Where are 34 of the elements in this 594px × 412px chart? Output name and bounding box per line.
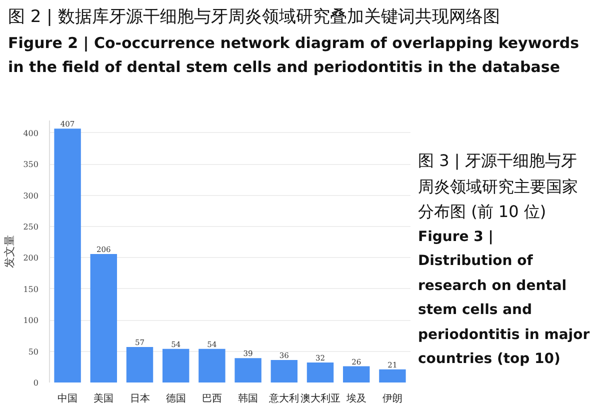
caption: Figure 2 | Co-occurrence network diagram of overlapping keywords in the field of dental stem cells and periodontitis in the database xyxy=(8,33,580,78)
y-tick-label: 400 xyxy=(23,128,39,138)
y-tick-label: 350 xyxy=(23,160,39,170)
x-tick-label: 韩国 xyxy=(238,392,258,404)
x-tick-label: 澳大利亚 xyxy=(300,392,340,404)
x-tick-label: 美国 xyxy=(94,392,114,404)
y-tick-label: 300 xyxy=(23,191,39,200)
y-axis-title: 发文量 xyxy=(3,235,16,268)
bar xyxy=(270,360,298,382)
x-tick-label: 巴西 xyxy=(202,394,222,404)
bar xyxy=(54,128,81,382)
y-tick-label: 250 xyxy=(23,222,39,232)
bar xyxy=(198,348,226,382)
x-tick-label: 德国 xyxy=(166,394,186,404)
bar xyxy=(126,346,154,382)
x-tick-label: 意大利 xyxy=(268,392,300,404)
x-tick-label: 埃及 xyxy=(345,392,366,404)
y-tick-label: 100 xyxy=(23,316,39,326)
y-tick-label: 150 xyxy=(23,284,39,294)
x-tick-label: 伊朗 xyxy=(382,392,402,404)
x-tick-label: 中国 xyxy=(58,392,78,404)
y-tick-label: 200 xyxy=(23,254,39,263)
y-tick-label: 50 xyxy=(28,347,39,356)
text: 图 3 | 牙源干细胞与牙周炎领域研究主要国家分布图 (前 10 位) xyxy=(418,150,579,224)
caption: 图 2 | 数据库牙源干细胞与牙周炎领域研究叠加关键词共现网络图 xyxy=(8,6,501,29)
bar xyxy=(162,348,190,382)
x-tick-label: 日本 xyxy=(130,392,150,404)
bar xyxy=(234,358,262,382)
y-tick-label: 0 xyxy=(33,378,39,388)
bar xyxy=(379,369,406,382)
text: Figure 3 | Distribution of research on dental stem cells and periodontitis in major countries (top 10) xyxy=(418,228,591,370)
bar xyxy=(306,362,334,382)
bar xyxy=(342,366,370,382)
bar xyxy=(90,254,118,382)
